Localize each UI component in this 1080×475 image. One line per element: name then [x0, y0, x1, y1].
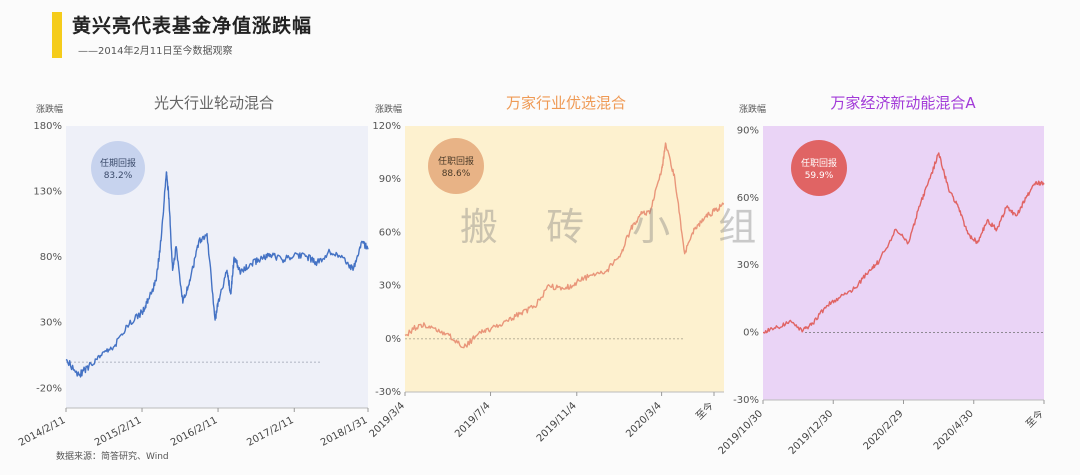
x-tick-label: 2020/2/29 — [862, 408, 906, 452]
y-tick-label: 0% — [743, 328, 759, 339]
y-tick-label: 80% — [40, 252, 62, 263]
page-title: 黄兴亮代表基金净值涨跌幅 — [72, 15, 313, 37]
y-tick-label: 0% — [385, 334, 401, 345]
series-line — [65, 171, 369, 378]
y-tick-label: 120% — [372, 121, 401, 132]
page-subtitle: ——2014年2月11日至今数据观察 — [78, 46, 233, 57]
return-badge-label: 任职回报 — [438, 155, 474, 167]
y-tick-label: 90% — [379, 174, 401, 185]
y-tick-label: 180% — [33, 121, 62, 132]
y-tick-label: -30% — [733, 395, 759, 406]
y-tick-label: -30% — [375, 387, 401, 398]
data-source-note: 数据来源：简答研究、Wind — [56, 452, 169, 462]
y-tick-label: 60% — [379, 227, 401, 238]
y-tick-label: 30% — [40, 318, 62, 329]
x-tick-label: 2019/12/30 — [787, 408, 836, 457]
return-badge-label: 任期回报 — [100, 157, 136, 169]
chart-title: 万家行业优选混合 — [506, 94, 626, 112]
series-line — [404, 142, 725, 349]
x-tick-label: 2019/10/30 — [717, 408, 766, 457]
y-tick-label: 130% — [33, 187, 62, 198]
return-badge-label: 任职回报 — [801, 157, 837, 169]
y-axis-label: 涨跌幅 — [739, 103, 766, 115]
x-tick-label: 至今 — [1023, 407, 1046, 430]
chart-title: 光大行业轮动混合 — [154, 94, 274, 112]
y-axis-label: 涨跌幅 — [375, 103, 402, 115]
y-axis-label: 涨跌幅 — [36, 103, 63, 115]
title-accent-bar — [52, 12, 62, 58]
y-tick-label: 30% — [737, 260, 759, 271]
x-tick-label: 2020/4/30 — [932, 408, 976, 452]
y-tick-label: -20% — [36, 383, 62, 394]
return-badge — [91, 141, 145, 195]
y-tick-label: 30% — [379, 281, 401, 292]
return-badge-value: 88.6% — [442, 169, 471, 179]
y-tick-label: 60% — [737, 193, 759, 204]
return-badge — [791, 140, 847, 196]
series-line — [763, 152, 1045, 334]
y-tick-label: 90% — [737, 125, 759, 136]
return-badge-value: 59.9% — [805, 171, 834, 181]
return-badge-value: 83.2% — [104, 171, 133, 181]
chart-title: 万家经济新动能混合A — [830, 94, 976, 112]
watermark: 搬 砖 小 组 — [460, 205, 775, 249]
return-badge — [428, 138, 484, 194]
